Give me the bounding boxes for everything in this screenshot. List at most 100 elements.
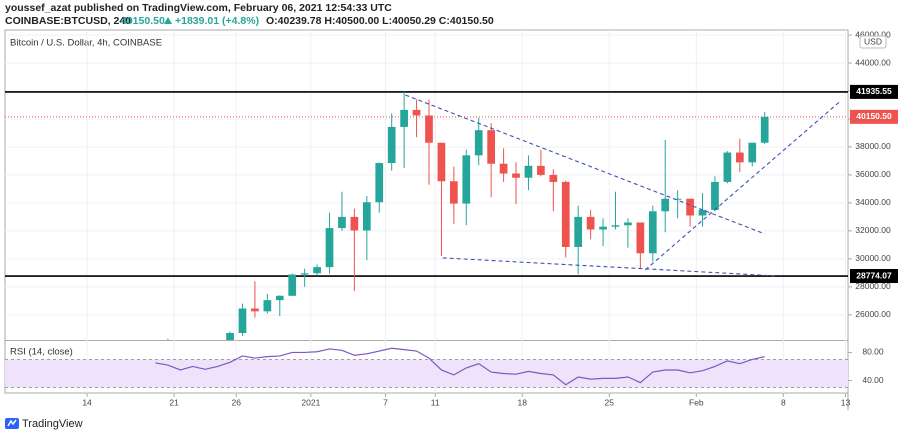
y-tick-label: 30000.00 (855, 253, 891, 263)
candle-body (574, 216, 583, 247)
candle-body (599, 226, 607, 230)
main-pane (5, 91, 848, 360)
candle-body (362, 202, 371, 231)
brand-logo (5, 418, 19, 429)
candle-body (437, 142, 446, 182)
level-label: 28774.07 (856, 270, 892, 280)
x-tick-label: 25 (605, 397, 615, 407)
candle-body (673, 198, 682, 200)
y-tick-label: 32000.00 (855, 225, 891, 235)
candle-body (624, 222, 632, 226)
y-tick-label: 38000.00 (855, 141, 891, 151)
candle-body (711, 181, 719, 210)
candle-body (499, 163, 508, 174)
candle-body (189, 345, 197, 360)
ohlc: O:40239.78 H:40500.00 L:40050.29 C:40150… (266, 15, 494, 27)
change: +1839.01 (+4.8%) (175, 15, 259, 27)
rsi-label: RSI (14, close) (10, 347, 73, 358)
price: 40150.50 (121, 15, 165, 27)
trend-line (442, 257, 775, 277)
y-tick-label: 28000.00 (855, 281, 891, 291)
candle-body (636, 222, 645, 254)
candle-body (661, 198, 670, 212)
x-tick-label: Feb (689, 397, 704, 407)
candle-body (400, 109, 408, 127)
y-tick-label: 26000.00 (855, 309, 891, 319)
candle-body (338, 216, 346, 229)
candle-body (698, 209, 707, 216)
candle-body (164, 345, 172, 350)
y-tick-label: 46000.00 (855, 29, 891, 39)
candle-body (549, 174, 558, 182)
candle-body (325, 228, 334, 268)
x-tick-label: 7 (383, 397, 388, 407)
candle-body (300, 273, 309, 275)
candle-body (512, 173, 520, 178)
candle-body (350, 216, 359, 231)
x-tick-label: 14 (82, 397, 92, 407)
grid (5, 30, 848, 393)
y-tick-label: 34000.00 (855, 197, 891, 207)
candle-body (214, 347, 222, 354)
candle-body (313, 267, 321, 274)
level-badge (850, 84, 898, 99)
candle-body (648, 211, 657, 254)
brand: TradingView (22, 418, 83, 430)
candle-body (375, 163, 384, 203)
candle-body (412, 109, 421, 116)
candle-body (238, 308, 247, 334)
candle-body (152, 345, 160, 355)
candle-body (760, 116, 769, 143)
y-tick-label: 36000.00 (855, 169, 891, 179)
rsi-line (155, 347, 765, 386)
up-arrow-icon (164, 17, 172, 24)
trend-line (644, 100, 841, 271)
chart-title: Bitcoin / U.S. Dollar, 4h, COINBASE (10, 38, 162, 49)
candle-body (748, 142, 757, 163)
candle-body (561, 181, 570, 247)
author-line: youssef_azat published on TradingView.co… (5, 2, 392, 14)
candle-body (226, 333, 234, 340)
candle-body (201, 345, 209, 353)
x-tick-label: 11 (431, 397, 440, 407)
trend-line (405, 94, 765, 235)
candle-body (487, 130, 496, 164)
last-price-badge (850, 109, 898, 124)
candle-body (611, 225, 620, 227)
candle-body (474, 130, 483, 156)
symbol: COINBASE:BTCUSD, 240 (5, 15, 131, 27)
x-tick-label: 2021 (301, 397, 320, 407)
rsi-tick-label: 80.00 (862, 347, 884, 357)
rsi-pane (5, 347, 848, 389)
candle-body (449, 181, 458, 204)
x-tick-label: 21 (169, 397, 179, 407)
y-tick-label: 44000.00 (855, 57, 891, 67)
pane-border (4, 29, 849, 394)
candle-body (288, 274, 297, 296)
candle-body (251, 308, 259, 312)
candle-body (387, 126, 396, 164)
candle-body (176, 350, 184, 360)
rsi-tick-label: 40.00 (862, 375, 884, 385)
level-label: 41935.55 (856, 86, 892, 96)
x-tick-label: 8 (781, 397, 786, 407)
rsi-band (5, 359, 848, 388)
axes: 26000.00 28000.00 30000.00 32000.00 34000.00… (82, 29, 898, 407)
candle-body (686, 198, 694, 216)
currency: USD (864, 36, 882, 46)
candle-body (263, 300, 272, 312)
candle-body (723, 152, 732, 182)
candle-body (425, 115, 433, 143)
candle-body (537, 165, 545, 175)
candle-body (275, 295, 284, 301)
last-price-label: 40150.50 (856, 111, 892, 121)
candle-body (462, 155, 471, 204)
x-tick-label: 26 (232, 397, 242, 407)
candle-body (735, 152, 744, 163)
candle-body (586, 216, 595, 230)
level-badge (850, 269, 898, 284)
x-tick-label: 13 (841, 397, 851, 407)
candle-body (524, 165, 533, 178)
currency-badge (859, 35, 887, 49)
